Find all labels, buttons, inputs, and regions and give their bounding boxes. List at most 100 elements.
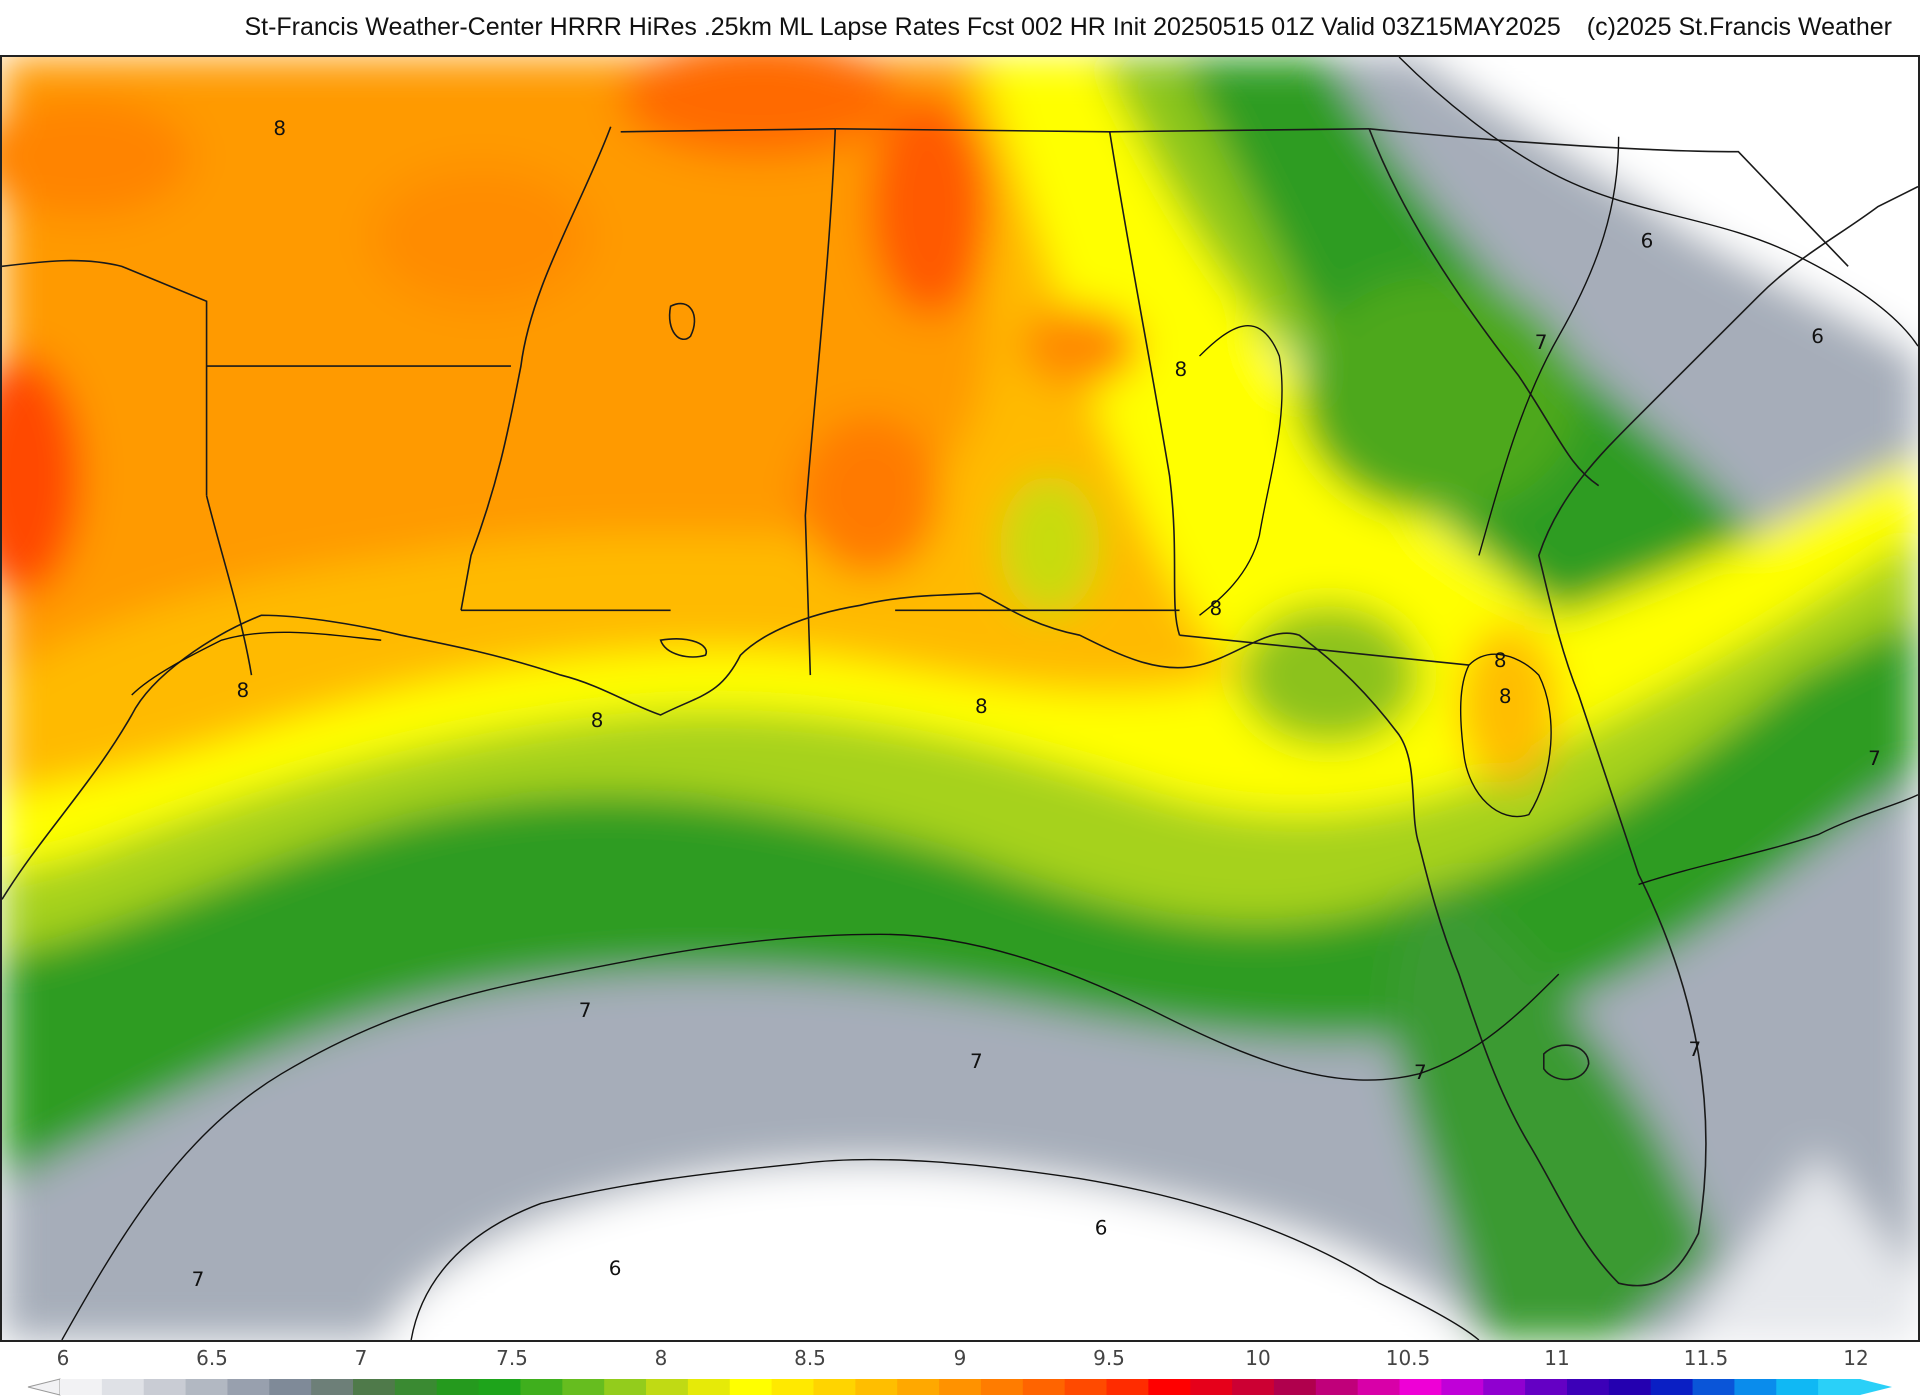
border-nc-sc — [1369, 127, 1849, 267]
shade-hot-west — [2, 356, 82, 596]
colorbar-swatch — [1608, 1379, 1652, 1395]
border-ok-tx — [2, 259, 208, 367]
colorbar-swatch — [353, 1379, 396, 1395]
colorbar-swatch — [520, 1379, 563, 1395]
colorbar-swatch — [436, 1379, 480, 1395]
colorbar-swatch — [1022, 1379, 1066, 1395]
label-8-g: 8 — [1494, 648, 1507, 672]
contour-7-east — [1478, 136, 1620, 556]
weather-map[interactable]: 8 8 8 8 8 8 8 8 6 6 6 6 7 7 7 7 7 7 7 — [0, 55, 1920, 1342]
tick-label: 8.5 — [794, 1346, 826, 1370]
shade-white-gulf — [381, 1163, 1479, 1340]
shade-hot-nw — [2, 96, 192, 217]
colorbar-swatch — [1357, 1379, 1401, 1395]
colorbar-swatch — [143, 1379, 187, 1395]
tick-label: 7.5 — [496, 1346, 528, 1370]
contour-lines — [61, 57, 1918, 1340]
label-7-e: 7 — [192, 1267, 205, 1291]
state-borders — [2, 126, 1849, 676]
label-7-d: 7 — [1414, 1060, 1427, 1084]
colorbar-swatch — [813, 1379, 856, 1395]
lapse-rate-map-svg: 8 8 8 8 8 8 8 8 6 6 6 6 7 7 7 7 7 7 7 — [2, 57, 1918, 1340]
border-tn — [835, 127, 1370, 133]
tick-label: 10.5 — [1385, 1346, 1431, 1370]
colorbar-swatch — [1776, 1379, 1819, 1395]
colorbar-swatch — [980, 1379, 1024, 1395]
label-8-e: 8 — [591, 708, 604, 732]
lake-ponchartrain — [659, 638, 708, 658]
colorbar-swatch — [1818, 1379, 1861, 1395]
colorbar-svg — [27, 1378, 1892, 1396]
shade-green-florida — [1391, 874, 1719, 1340]
colorbar-swatch — [1106, 1379, 1149, 1395]
colorbar-swatch — [1692, 1379, 1735, 1395]
colorbar-swatch — [687, 1379, 731, 1395]
shade-hot-ne — [1019, 306, 1140, 386]
contour-labels: 8 8 8 8 8 8 8 8 6 6 6 6 7 7 7 7 7 7 7 — [192, 116, 1881, 1291]
border-ms-river — [460, 126, 612, 611]
shade-white-se — [1678, 1153, 1918, 1340]
tick-label: 6 — [56, 1346, 70, 1370]
shade-lime-inland-2 — [999, 475, 1100, 616]
label-8-b: 8 — [1175, 357, 1188, 381]
shade-orange-fl — [1458, 625, 1559, 785]
shade-hot-north — [620, 57, 901, 157]
colorbar-swatch — [939, 1379, 982, 1395]
colorbar-swatch — [1525, 1379, 1568, 1395]
label-7-f: 7 — [1688, 1037, 1701, 1061]
contour-7-se — [1638, 794, 1918, 886]
contour-8-fl — [1459, 653, 1552, 818]
colorbar-arrow-left — [27, 1378, 61, 1396]
border-ms-north — [620, 127, 836, 133]
colorbar-swatch — [269, 1379, 312, 1395]
label-8-h: 8 — [1499, 684, 1512, 708]
lake-okeechobee — [1542, 1044, 1590, 1081]
tick-label: 9.5 — [1093, 1346, 1125, 1370]
colorbar-swatch — [394, 1379, 438, 1395]
colorbar-swatch — [771, 1379, 814, 1395]
label-6-d: 6 — [1095, 1215, 1108, 1239]
colorbar-swatch — [646, 1379, 689, 1395]
tick-label: 7 — [354, 1346, 368, 1370]
colorbar-swatch — [478, 1379, 521, 1395]
colorbar-swatch — [1483, 1379, 1526, 1395]
colorbar-arrow-right — [1860, 1379, 1892, 1395]
shade-hot-ar — [371, 166, 591, 307]
tick-label: 9 — [953, 1346, 967, 1370]
colorbar-swatch — [1441, 1379, 1484, 1395]
border-ms-al — [804, 128, 837, 676]
shade-lime-inland-3 — [1299, 276, 1579, 516]
colorbar-swatch — [1148, 1379, 1191, 1395]
colorbar-swatch — [1064, 1379, 1108, 1395]
border-la-tx — [205, 495, 253, 676]
shade-hot-arrow — [870, 96, 990, 317]
colorbar-swatch — [1566, 1379, 1610, 1395]
label-7-a: 7 — [1535, 330, 1548, 354]
label-7-g: 7 — [1868, 746, 1881, 770]
coastline — [2, 185, 1918, 1287]
border-ga-sc — [1368, 128, 1600, 487]
colorbar-swatch — [311, 1379, 354, 1395]
colorbar-swatch — [897, 1379, 940, 1395]
label-6-a: 6 — [1641, 228, 1654, 252]
colorbar — [0, 1374, 1920, 1400]
colorbar-swatch — [1399, 1379, 1442, 1395]
shade-lime-inland-1 — [1239, 605, 1420, 745]
tick-label: 8 — [654, 1346, 668, 1370]
label-8-f: 8 — [975, 694, 988, 718]
colorbar-swatch — [729, 1379, 773, 1395]
shade-white-ne — [1419, 57, 1918, 357]
contour-8-ga — [1199, 325, 1283, 616]
map-header: St-Francis Weather-Center HRRR HiRes .25… — [0, 0, 1920, 55]
shade-hot-center — [800, 415, 941, 576]
colorbar-swatch — [855, 1379, 898, 1395]
shade-lime-east — [1099, 57, 1559, 616]
shade-yellow-coast — [2, 57, 1918, 875]
tick-label: 6.5 — [196, 1346, 228, 1370]
colorbar-swatch — [185, 1379, 228, 1395]
label-8-c: 8 — [1209, 596, 1222, 620]
colorbar-swatch — [1315, 1379, 1359, 1395]
label-6-b: 6 — [1811, 324, 1824, 348]
colorbar-swatch — [1190, 1379, 1233, 1395]
copyright-credit: (c)2025 St.Francis Weather — [1586, 13, 1892, 41]
